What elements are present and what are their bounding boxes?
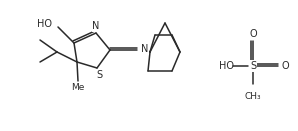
- Text: CH₃: CH₃: [245, 92, 261, 101]
- Text: Me: Me: [71, 83, 85, 92]
- Text: HO: HO: [218, 61, 234, 71]
- Text: S: S: [96, 70, 102, 80]
- Text: S: S: [250, 61, 256, 71]
- Text: O: O: [281, 61, 289, 71]
- Text: O: O: [249, 29, 257, 39]
- Text: N: N: [141, 44, 148, 54]
- Text: N: N: [92, 21, 100, 31]
- Text: HO: HO: [38, 19, 52, 29]
